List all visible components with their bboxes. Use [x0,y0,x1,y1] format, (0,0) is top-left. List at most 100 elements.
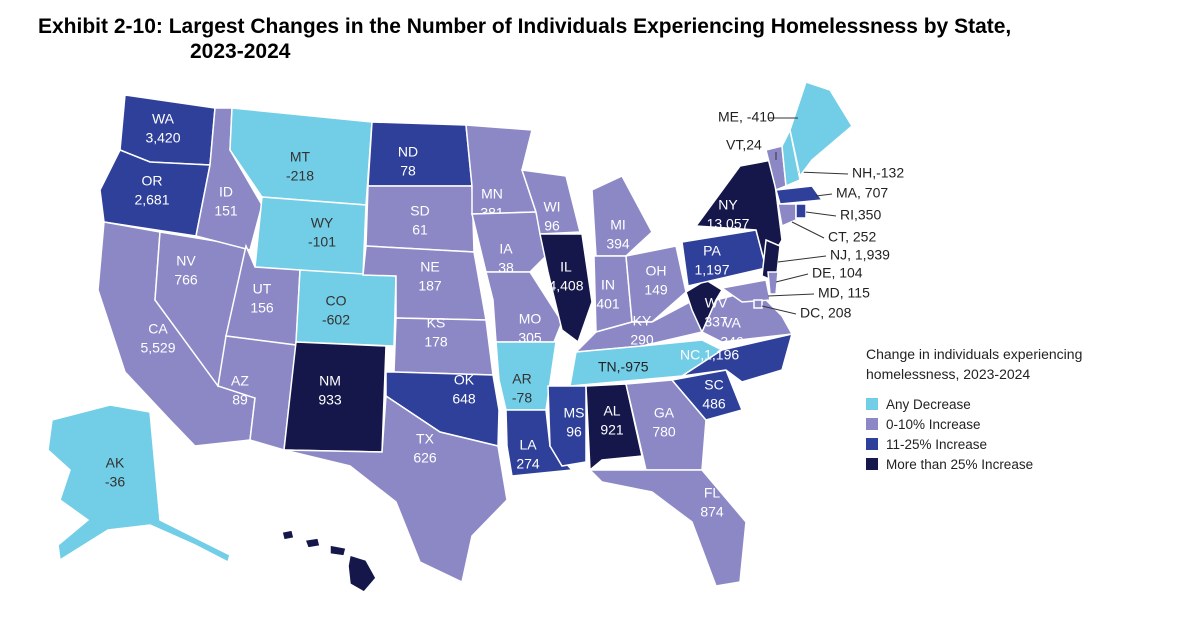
state: CT, 252 [777,203,876,245]
state: AR -78 [495,341,557,411]
state-shape [283,394,508,584]
state-abbr: WA [152,111,175,127]
state: MA, 707 [775,185,888,205]
state-shape [547,385,587,467]
state-abbr: MI [610,217,626,233]
state: NM 933 [283,341,387,453]
state-shape [781,127,801,188]
state-value: 780 [652,424,676,440]
state: WY -101 [254,196,367,276]
state: KS 178 [393,315,494,376]
state-value: 78 [400,163,416,179]
state-abbr: LA [519,437,537,453]
state-label: NH,-132 [852,165,904,181]
state-value: -602 [322,312,350,328]
state: HI 2,487 [281,529,377,598]
state-abbr: IN [601,277,615,293]
state-abbr: CO [326,293,347,309]
state-value: -78 [512,390,532,406]
state: ND 78 [367,121,473,187]
state-abbr: OK [454,372,475,388]
title-line: 2023-2024 [190,40,291,63]
state-abbr: GA [654,405,675,421]
legend-swatch [866,398,878,410]
state-label: VT,24 [726,137,762,153]
legend-item: Any Decrease [866,394,1156,414]
state-shape [588,469,747,587]
state-value: 156 [250,300,274,316]
state-value: 486 [702,396,726,412]
state-abbr: WY [311,215,334,231]
state-value: 178 [424,334,448,350]
state: AK -36 [47,404,231,564]
leader-line [791,221,825,239]
state-shape [505,409,574,477]
state-label: DE, 104 [812,265,863,281]
state: DC, 208 [753,299,852,321]
state-value: 2,487 [282,582,317,598]
state-value: 874 [700,504,724,520]
leader-line [805,211,837,217]
state-label: MA, 707 [836,185,888,201]
state-abbr: CA [148,321,168,337]
state-shape [753,299,763,309]
state: MI 394 [591,175,653,257]
state-abbr: UT [253,281,272,297]
state: FL 874 [588,469,747,587]
state-shape [681,332,794,383]
state-value: -101 [308,234,336,250]
state-shape [694,159,783,270]
leader-line [775,273,809,283]
state-abbr: IA [499,241,513,257]
state-shape [795,203,807,219]
leader-line [797,171,849,175]
state: OH 149 [625,245,687,323]
state-shape [365,185,475,253]
state: VT,24 [726,137,787,192]
state: NV 766 [154,231,247,388]
state-abbr: VA [723,315,741,331]
state-value: 1,197 [694,262,729,278]
state-value: 346 [720,334,744,350]
state-value: 766 [174,272,198,288]
state: ME, -410 [718,81,853,178]
state-value: 187 [418,278,442,294]
state-abbr: AZ [231,373,249,389]
state-value: -218 [286,168,314,184]
state-label: CT, 252 [828,229,876,245]
state: RI,350 [795,203,881,223]
state-abbr: MN [481,186,503,202]
state-abbr: ND [398,144,418,160]
state: MT -218 [229,107,373,206]
state-shape [625,245,687,323]
legend-title: Change in individuals experiencing homel… [866,346,1083,382]
state-shape [777,203,797,228]
state-shape [591,175,653,257]
state-label: ME, -410 [718,109,775,125]
state-shape [625,379,707,471]
state-abbr: WV [705,295,728,311]
legend: Change in individuals experiencing homel… [866,344,1156,474]
state-abbr: FL [704,485,721,501]
state: WA 3,420 [119,94,216,166]
state-abbr: KS [427,315,446,331]
leader-line [767,293,815,297]
state: NY 13,057 [694,159,783,270]
state-shape [670,369,744,421]
state-value: 61 [412,222,428,238]
state-abbr: WI [543,199,560,215]
state-value: 274 [516,456,540,472]
legend-label: More than 25% Increase [886,456,1034,472]
state-abbr: PA [703,243,721,259]
state-shape [329,544,347,557]
state: PA 1,197 [681,229,767,287]
state-shape [347,554,377,593]
state-abbr: MO [519,311,542,327]
state: NH,-132 [781,127,904,188]
legend-swatch [866,418,878,430]
state: WV 337 [685,279,728,334]
leader-line [777,255,827,263]
